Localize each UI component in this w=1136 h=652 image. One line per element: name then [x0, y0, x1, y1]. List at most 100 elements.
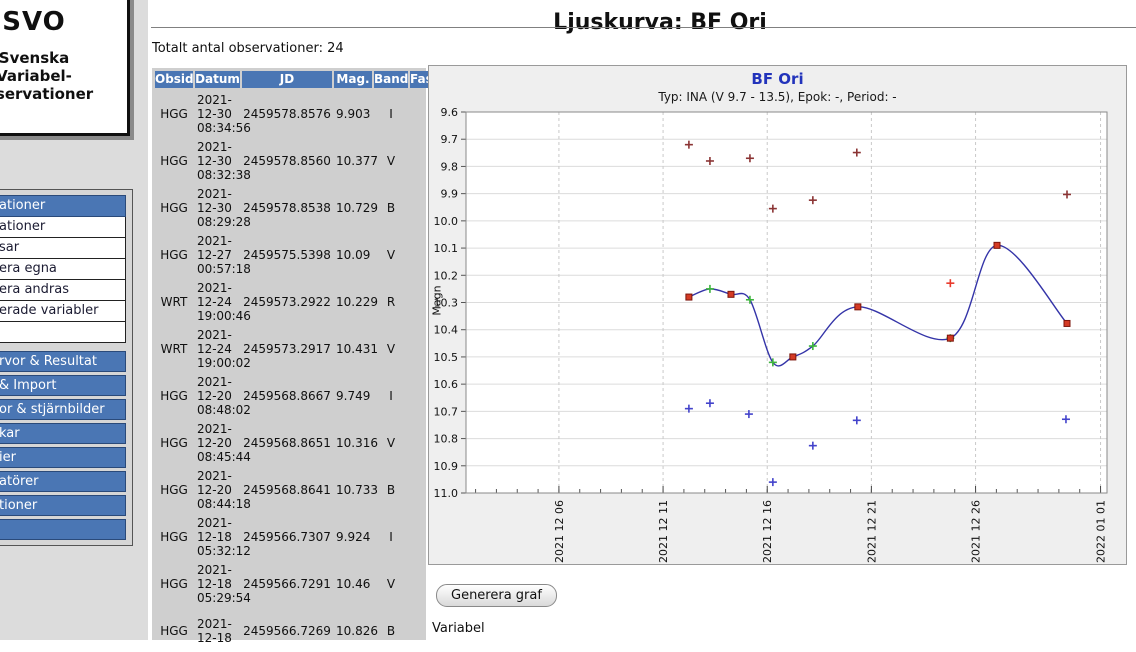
nav-menu-items: ationer sar era egna era andras erade variab… [0, 217, 126, 540]
data-point-square [1063, 319, 1071, 327]
table-cell: HGG [160, 107, 188, 121]
sidebar-menu-section[interactable]: or & stjärnbilder [0, 399, 126, 420]
sidebar-menu-section[interactable]: tioner [0, 495, 126, 516]
table-row: HGG 2021- 12-18 05:29:54 2459566.7291 10.46 V [155, 563, 423, 605]
table-row: HGG 2021- 12-30 08:34:56 2459578.8576 9.903 I [155, 93, 423, 135]
y-tick-label: 10.5 [434, 351, 459, 364]
table-cell: 2459578.8560 [243, 154, 331, 168]
lightcurve-plot: 9.6 9.7 9.8 9.9 10.0 10.1 10.2 10.3 10.4 10.5 10.6… [434, 106, 1108, 563]
data-point-square [789, 353, 797, 361]
sidebar-menu-item[interactable]: erade variabler [0, 301, 126, 322]
generate-graph-button[interactable]: Generera graf [436, 584, 557, 607]
plot-border [465, 111, 1108, 494]
table-cell: 2021- 12-18 05:32:12 [197, 516, 251, 558]
table-cell: 2021- 12-30 08:29:28 [197, 187, 251, 229]
table-cell: 2021- 12-30 08:34:56 [197, 93, 251, 135]
table-row: HGG 2021- 12-30 08:29:28 2459578.8538 10.729 B [155, 187, 423, 229]
sidebar-menu-item[interactable]: era andras [0, 280, 126, 301]
y-tick-label: 10.3 [434, 297, 459, 310]
table-cell: I [389, 107, 393, 121]
table-cell: R [386, 295, 396, 309]
table-cell: 10.377 [336, 154, 378, 168]
lightcurve-chart: 9.6 9.7 9.8 9.9 10.0 10.1 10.2 10.3 10.4 10.5 10.6… [428, 65, 1127, 565]
x-tick-label: 2021 12 21 [865, 500, 878, 563]
table-header-cell: Obsid [155, 71, 194, 88]
y-tick-label: 10.2 [434, 269, 459, 282]
table-cell: 10.729 [336, 201, 378, 215]
variable-field-label: Variabel [432, 621, 485, 636]
table-cell: 2021- 12-20 08:45:44 [197, 422, 251, 464]
sidebar-menu-section[interactable]: kar [0, 423, 126, 444]
table-header-cell: Band [374, 71, 409, 88]
sidebar-menu-section [0, 519, 126, 540]
logo-subtitle-line3: observationer [0, 85, 94, 103]
table-cell: 2021- 12-18 [197, 617, 232, 645]
table-cell: I [389, 530, 393, 544]
x-tick-label: 2021 12 26 [970, 500, 983, 563]
table-cell: V [386, 248, 396, 262]
y-tick-label: 11.0 [434, 487, 459, 500]
table-row: HGG 2021- 12-18 2459566.7269 10.826 B [155, 610, 423, 652]
table-cell: 10.733 [336, 483, 378, 497]
table-cell: 2021- 12-18 05:29:54 [197, 563, 251, 605]
table-cell: 9.749 [336, 389, 371, 403]
observations-table-header: Obsid Datum JD Mag. Band Fas [155, 71, 433, 88]
table-cell: 2459575.5398 [243, 248, 331, 262]
logo-subtitle-line2: Variabel- [0, 67, 72, 85]
sidebar-menu-section[interactable]: ier [0, 447, 126, 468]
data-point-square [946, 334, 954, 342]
y-tick-label: 9.8 [441, 160, 459, 173]
x-tick-label: 2021 12 16 [761, 500, 774, 563]
chart-y-axis-label: Magn [430, 285, 444, 316]
table-cell: HGG [160, 624, 188, 638]
table-cell: HGG [160, 530, 188, 544]
observations-table: Obsid Datum JD Mag. Band Fas HGG 2021- 12-30 08:… [152, 68, 433, 645]
total-observations-label: Totalt antal observationer: 24 [152, 41, 344, 56]
nav-menu-header: ationer [0, 195, 126, 217]
sidebar-menu-section[interactable]: atörer [0, 471, 126, 492]
nav-menu: ationer ationer sar era egna era andras erad… [0, 189, 133, 546]
table-cell: 2459573.2917 [243, 342, 331, 356]
table-cell: V [386, 436, 396, 450]
table-cell: HGG [160, 248, 188, 262]
table-cell: 10.316 [336, 436, 378, 450]
logo-subtitle: Svenska Variabel- observationer [0, 49, 127, 103]
table-header-cell: Mag. [334, 71, 372, 88]
table-cell: 2021- 12-30 08:32:38 [197, 140, 251, 182]
table-cell: I [389, 389, 393, 403]
sidebar-menu-section[interactable]: rvor & Resultat [0, 351, 126, 372]
data-point-square [993, 241, 1001, 249]
y-tick-label: 9.7 [441, 133, 459, 146]
sidebar-menu-item[interactable]: ationer [0, 217, 126, 238]
table-row: WRT 2021- 12-24 19:00:46 2459573.2922 10.229 R [155, 281, 423, 323]
table-cell: 2459578.8538 [243, 201, 331, 215]
sidebar-menu-section[interactable]: & Import [0, 375, 126, 396]
table-cell: 2021- 12-20 08:44:18 [197, 469, 251, 511]
table-cell: 2021- 12-24 19:00:02 [197, 328, 251, 370]
sidebar-menu-item[interactable]: sar [0, 238, 126, 259]
header-divider [151, 27, 1136, 28]
table-cell: 9.903 [336, 107, 371, 121]
table-cell: HGG [160, 483, 188, 497]
table-cell: V [386, 577, 396, 591]
table-row: HGG 2021- 12-18 05:32:12 2459566.7307 9.924 I [155, 516, 423, 558]
table-row: HGG 2021- 12-30 08:32:38 2459578.8560 10.377 V [155, 140, 423, 182]
y-tick-label: 10.9 [434, 460, 459, 473]
table-header-cell: JD [242, 71, 332, 88]
table-row: HGG 2021- 12-20 08:44:18 2459568.8641 10.733 B [155, 469, 423, 511]
chart-subtitle: Typ: INA (V 9.7 - 13.5), Epok: -, Period… [658, 90, 897, 104]
sidebar-menu-item[interactable]: era egna [0, 259, 126, 280]
data-point-square [685, 293, 693, 301]
table-cell: 2459568.8667 [243, 389, 331, 403]
table-cell: 2459568.8641 [243, 483, 331, 497]
data-point-square [727, 290, 735, 298]
page-title: Ljuskurva: BF Ori [553, 9, 767, 35]
y-tick-label: 10.4 [434, 324, 459, 337]
main-content: Ljuskurva: BF Ori Totalt antal observati… [148, 0, 1136, 645]
y-tick-label: 10.8 [434, 433, 459, 446]
y-tick-label: 10.0 [434, 215, 459, 228]
table-cell: HGG [160, 201, 188, 215]
observations-table-body: HGG 2021- 12-30 08:34:56 2459578.8576 9.903 I H… [155, 93, 423, 652]
table-row: HGG 2021- 12-27 00:57:18 2459575.5398 10.09 V [155, 234, 423, 276]
